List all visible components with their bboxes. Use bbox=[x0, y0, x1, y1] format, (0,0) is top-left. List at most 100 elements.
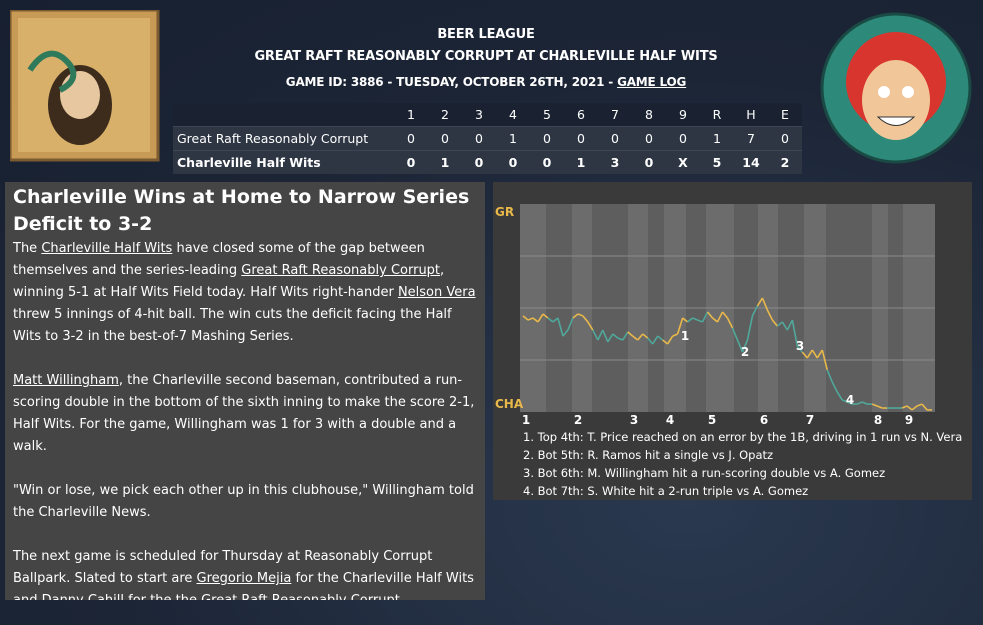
win-line-segment bbox=[612, 333, 619, 339]
win-line-segment bbox=[647, 337, 654, 345]
player-link[interactable]: Great Raft Reasonably Corrupt bbox=[241, 263, 441, 278]
win-line-segment bbox=[806, 349, 813, 359]
win-line-segment bbox=[901, 405, 908, 409]
win-line-segment bbox=[791, 319, 799, 347]
x-tick-label: 9 bbox=[905, 413, 913, 427]
column-header: 3 bbox=[475, 107, 483, 122]
win-line-segment bbox=[821, 349, 829, 371]
game-info: GAME ID: 3886 - TUESDAY, OCTOBER 26TH, 2… bbox=[240, 75, 732, 89]
win-line-segment bbox=[587, 321, 594, 331]
y-tick-label: GR bbox=[495, 205, 514, 219]
x-tick-label: 7 bbox=[806, 413, 814, 427]
paragraph: The Charleville Half Wits have closed so… bbox=[13, 238, 477, 348]
win-line-segment bbox=[826, 369, 833, 383]
win-line-segment bbox=[726, 317, 734, 329]
x-tick-label: 3 bbox=[630, 413, 638, 427]
score-cell: 0 bbox=[644, 155, 654, 170]
win-line-segment bbox=[781, 321, 789, 331]
win-line-segment bbox=[562, 329, 569, 337]
matchup: GREAT RAFT REASONABLY CORRUPT AT CHARLEV… bbox=[254, 49, 718, 64]
column-header: R bbox=[712, 107, 722, 122]
win-line-segment bbox=[522, 315, 529, 321]
score-cell: 0 bbox=[407, 131, 415, 146]
score-cell: 1 bbox=[576, 155, 586, 170]
linescore-row: Charleville Half Wits 0 1 0 0 0 1 3 0 X 5 14 2 bbox=[173, 150, 802, 174]
win-line-segment bbox=[811, 349, 818, 359]
win-line-segment bbox=[627, 331, 634, 337]
win-line-segment bbox=[751, 305, 759, 317]
column-header: 6 bbox=[577, 107, 585, 122]
score-cell: 0 bbox=[611, 131, 619, 146]
event-marker: 3 bbox=[796, 339, 804, 353]
win-chart: GR CHA 1 2 3 4 5 6 7 8 9 1 2 3 4 1. Top 4th: T. Price r… bbox=[493, 182, 972, 500]
win-line-segment bbox=[632, 335, 639, 341]
column-header: 9 bbox=[679, 107, 687, 122]
game-log-link[interactable]: GAME LOG bbox=[617, 75, 687, 89]
article: Charleville Wins at Home to Narrow Serie… bbox=[5, 182, 485, 600]
player-link[interactable]: Nelson Vera bbox=[397, 285, 476, 300]
win-line-segment bbox=[592, 329, 599, 341]
event-marker: 1 bbox=[681, 329, 689, 343]
win-line-segment bbox=[617, 337, 624, 341]
event-note: 3. Bot 6th: M. Willingham hit a run-scor… bbox=[523, 466, 885, 480]
column-header: 8 bbox=[645, 107, 653, 122]
score-cell: 0 bbox=[577, 131, 585, 146]
event-note: 4. Bot 7th: S. White hit a 2-run triple … bbox=[523, 484, 808, 498]
win-line-segment bbox=[687, 317, 694, 323]
win-line-segment bbox=[676, 317, 684, 335]
y-tick-label: CHA bbox=[495, 397, 524, 411]
player-link[interactable]: Matt Willingham bbox=[13, 373, 119, 388]
win-line-segment bbox=[816, 349, 823, 359]
column-header: H bbox=[746, 107, 756, 122]
win-line-segment bbox=[856, 401, 863, 405]
home-away-logo bbox=[10, 10, 160, 162]
x-tick-label: 8 bbox=[874, 413, 882, 427]
player-link[interactable]: Danny Cahill bbox=[42, 593, 124, 600]
win-line-segment bbox=[841, 399, 848, 403]
score-cell: 7 bbox=[747, 131, 755, 146]
win-line-segment bbox=[697, 319, 703, 323]
win-line-segment bbox=[916, 403, 923, 407]
player-link[interactable]: Gregorio Mejia bbox=[196, 571, 292, 586]
score-cell: 0 bbox=[645, 131, 653, 146]
win-line-segment bbox=[801, 351, 808, 359]
win-line-segment bbox=[712, 317, 719, 323]
win-line-segment bbox=[547, 317, 554, 323]
column-header: 1 bbox=[407, 107, 415, 122]
win-line-segment bbox=[786, 319, 794, 331]
score-cell: 0 bbox=[406, 155, 416, 170]
event-marker: 2 bbox=[741, 345, 749, 359]
score-cell: 14 bbox=[742, 155, 760, 170]
paragraph: "Win or lose, we pick each other up in t… bbox=[13, 480, 477, 524]
event-marker: 4 bbox=[846, 393, 854, 407]
score-cell: 0 bbox=[542, 155, 552, 170]
league-name: BEER LEAGUE bbox=[437, 27, 535, 42]
win-line-segment bbox=[666, 335, 674, 345]
score-cell: X bbox=[678, 155, 688, 170]
column-header: E bbox=[781, 107, 789, 122]
text: for the Charleville Half Wits and bbox=[13, 571, 474, 600]
win-line-segment bbox=[736, 339, 744, 353]
win-line-segment bbox=[652, 335, 659, 345]
win-line-segment bbox=[716, 311, 724, 323]
game-info-text: GAME ID: 3886 - TUESDAY, OCTOBER 26TH, 2… bbox=[285, 75, 618, 89]
win-line-segment bbox=[746, 315, 754, 341]
score-cell: 0 bbox=[441, 131, 449, 146]
x-tick-label: 1 bbox=[522, 413, 530, 427]
win-line-segment bbox=[871, 403, 878, 407]
text: for the the Great Raft Reasonably Corrup… bbox=[124, 593, 404, 600]
text: , the Charleville second baseman, contri… bbox=[13, 373, 475, 454]
win-line-segment bbox=[607, 333, 614, 343]
win-line-segment bbox=[721, 311, 729, 319]
text: The bbox=[13, 241, 42, 256]
player-link[interactable]: Charleville Half Wits bbox=[41, 241, 173, 256]
x-tick-label: 4 bbox=[666, 413, 674, 427]
column-header: 5 bbox=[543, 107, 551, 122]
score-cell: 0 bbox=[543, 131, 551, 146]
headline: Charleville Wins at Home to Narrow Serie… bbox=[13, 186, 470, 235]
score-cell: 3 bbox=[610, 155, 620, 170]
event-note: 2. Bot 5th: R. Ramos hit a single vs J. … bbox=[523, 448, 773, 462]
team-name: Charleville Half Wits bbox=[177, 155, 321, 170]
column-header: 7 bbox=[611, 107, 619, 122]
win-line-segment bbox=[582, 315, 589, 323]
